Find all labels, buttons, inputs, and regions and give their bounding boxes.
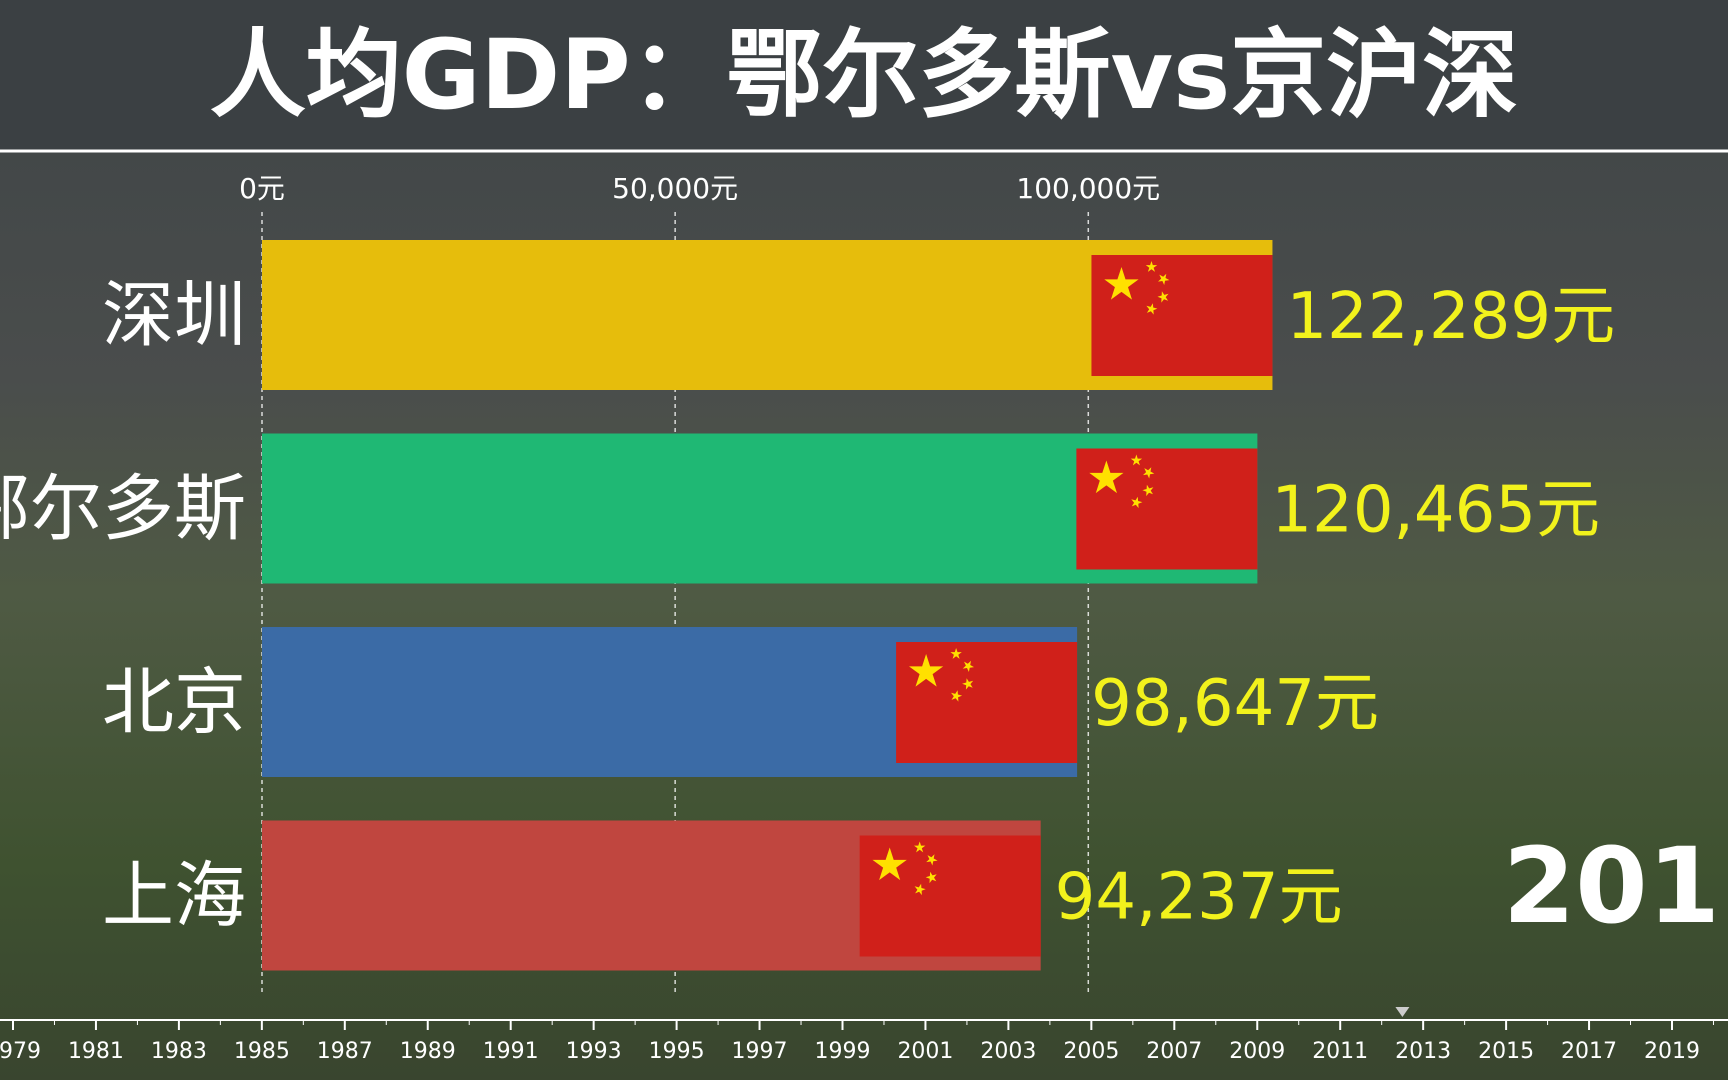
value-label: 120,465元 xyxy=(1271,474,1600,548)
timeline-label: 1999 xyxy=(815,1039,871,1064)
flag-star xyxy=(1130,454,1143,466)
flag-star xyxy=(909,654,944,687)
value-label: 98,647元 xyxy=(1091,667,1379,741)
timeline-label: 1983 xyxy=(151,1039,207,1064)
timeline-label: 1991 xyxy=(483,1039,539,1064)
timeline-label: 1985 xyxy=(234,1039,290,1064)
flag-star xyxy=(914,841,926,853)
x-tick-label: 100,000元 xyxy=(1016,172,1160,205)
timeline-label: 1979 xyxy=(0,1039,41,1064)
timeline-label: 1995 xyxy=(649,1039,705,1064)
flag-star xyxy=(1131,496,1143,509)
x-tick-label: 50,000元 xyxy=(612,172,738,205)
title-band xyxy=(0,0,1728,150)
timeline-label: 2005 xyxy=(1063,1039,1119,1064)
value-label: 122,289元 xyxy=(1286,280,1615,354)
flag-star xyxy=(1142,484,1154,497)
category-label: 北京 xyxy=(102,660,246,744)
chart-title: 人均GDP：鄂尔多斯vs京沪深 xyxy=(210,19,1519,131)
timeline-label: 1987 xyxy=(317,1039,373,1064)
timeline-label: 2015 xyxy=(1478,1039,1534,1064)
flag-star xyxy=(1089,460,1124,494)
timeline-label: 2003 xyxy=(980,1039,1036,1064)
category-label: 深圳 xyxy=(102,273,246,357)
timeline-label: 1993 xyxy=(566,1039,622,1064)
category-label: 上海 xyxy=(102,854,246,938)
flag xyxy=(896,642,1078,763)
flag-star xyxy=(1157,291,1169,303)
year-label: 201 xyxy=(1503,825,1720,947)
flag-star xyxy=(1146,303,1158,315)
flag-star xyxy=(962,660,974,672)
x-tick-label: 0元 xyxy=(239,172,285,205)
flag-star xyxy=(1145,261,1158,272)
category-label: 鄂尔多斯 xyxy=(0,467,246,551)
timeline-label: 2017 xyxy=(1561,1039,1617,1064)
flag xyxy=(1091,255,1273,376)
flag-star xyxy=(962,678,974,690)
timeline-label: 1989 xyxy=(400,1039,456,1064)
flag-star xyxy=(925,871,937,884)
timeline-label: 2009 xyxy=(1229,1039,1285,1064)
flag-star xyxy=(914,883,926,896)
flag-star xyxy=(1104,267,1139,300)
timeline-label: 1981 xyxy=(68,1039,124,1064)
flag-star xyxy=(951,690,963,702)
flag-star xyxy=(1158,273,1170,285)
timeline-label: 1997 xyxy=(732,1039,788,1064)
flag xyxy=(1076,448,1258,570)
flag xyxy=(859,835,1041,957)
timeline-marker xyxy=(1395,1007,1410,1017)
flag-star xyxy=(872,847,907,881)
flag-star xyxy=(950,648,962,659)
timeline-label: 2007 xyxy=(1146,1039,1202,1064)
timeline-label: 2011 xyxy=(1312,1039,1368,1064)
timeline-label: 2019 xyxy=(1644,1039,1700,1064)
timeline-label: 2013 xyxy=(1395,1039,1451,1064)
timeline-label: 2001 xyxy=(897,1039,953,1064)
value-label: 94,237元 xyxy=(1055,861,1343,935)
flag-star xyxy=(1143,467,1155,479)
flag-star xyxy=(926,854,938,866)
